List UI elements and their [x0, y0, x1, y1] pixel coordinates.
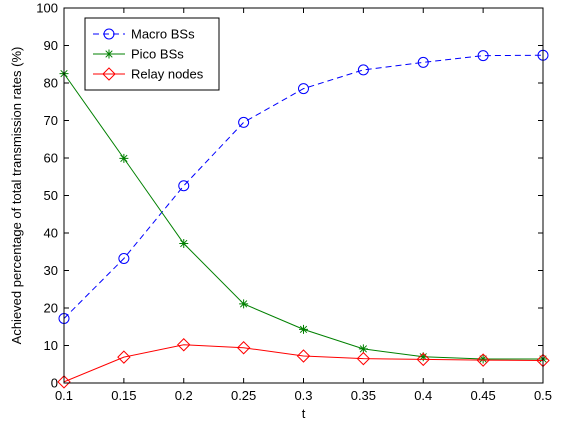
- y-tick-label: 60: [44, 151, 58, 166]
- series-line-relay-nodes: [63, 344, 544, 383]
- x-tick-label: 0.45: [470, 388, 495, 403]
- data-point-relay-nodes: [296, 349, 311, 363]
- data-point-pico-bss: [478, 354, 488, 364]
- y-tick-label: 90: [44, 38, 58, 53]
- data-point-macro-bss: [238, 116, 250, 128]
- x-tick-label: 0.25: [231, 388, 256, 403]
- legend-label-macro-bss: Macro BSs: [131, 27, 195, 42]
- x-tick-label: 0.4: [414, 388, 432, 403]
- data-point-macro-bss: [178, 180, 190, 192]
- x-tick-label: 0.1: [55, 388, 73, 403]
- data-point-relay-nodes: [416, 352, 430, 367]
- y-tick-label: 100: [36, 1, 58, 16]
- data-point-relay-nodes: [356, 351, 371, 366]
- data-point-macro-bss: [298, 83, 309, 95]
- data-point-macro-bss: [357, 64, 369, 76]
- data-point-macro-bss: [417, 56, 429, 68]
- y-tick-label: 30: [44, 263, 58, 278]
- data-point-relay-nodes: [117, 350, 131, 364]
- y-tick-label: 10: [44, 338, 58, 353]
- data-point-pico-bss: [358, 344, 368, 354]
- legend-marker-pico-bss: [104, 49, 114, 59]
- legend-marker-relay-nodes: [102, 67, 116, 81]
- y-tick-label: 20: [44, 301, 58, 316]
- series-line-macro-bss: [63, 54, 544, 319]
- data-point-relay-nodes: [476, 353, 490, 367]
- x-tick-label: 0.35: [351, 388, 376, 403]
- y-tick-label: 40: [44, 226, 58, 241]
- data-point-macro-bss: [118, 253, 130, 264]
- y-tick-label: 80: [44, 76, 58, 91]
- axes-layer: 0.1 0.15 0.2 0.25 0.3 0.35 0.4 0.45 0.5 0 10 20 30 40…: [36, 1, 552, 404]
- data-point-pico-bss: [239, 299, 249, 309]
- data-point-relay-nodes: [177, 338, 191, 352]
- data-point-pico-bss: [299, 324, 308, 334]
- legend: Macro BSs Pico BSs Relay nodes: [84, 17, 220, 91]
- x-axis-label: t: [302, 406, 306, 421]
- data-point-pico-bss: [418, 352, 428, 362]
- y-axis-label: Achieved percentage of total transmissio…: [9, 47, 24, 345]
- data-point-relay-nodes: [236, 341, 251, 355]
- y-tick-label: 70: [44, 113, 58, 128]
- data-point-pico-bss: [179, 239, 189, 248]
- data-point-macro-bss: [477, 50, 489, 62]
- x-tick-label: 0.2: [175, 388, 193, 403]
- y-tick-label: 0: [51, 376, 58, 391]
- legend-marker-macro-bss: [103, 28, 115, 40]
- legend-label-relay-nodes: Relay nodes: [131, 67, 204, 82]
- x-tick-label: 0.15: [111, 388, 136, 403]
- legend-label-pico-bss: Pico BSs: [131, 47, 184, 62]
- data-point-relay-nodes: [57, 375, 71, 389]
- y-tick-label: 50: [44, 188, 58, 203]
- series-macro-bss: [58, 49, 549, 324]
- x-tick-label: 0.3: [294, 388, 312, 403]
- x-tick-label: 0.5: [534, 388, 552, 403]
- data-point-pico-bss: [119, 153, 129, 163]
